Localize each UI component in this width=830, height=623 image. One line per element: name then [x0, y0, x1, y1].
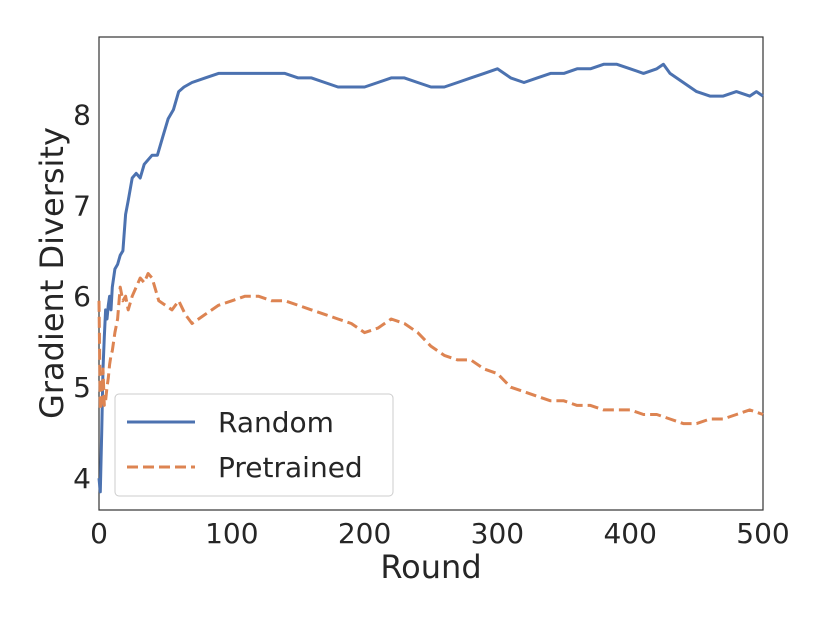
legend-label-pretrained: Pretrained [218, 451, 363, 484]
y-tick-label: 5 [73, 371, 91, 404]
series-line-random [97, 62, 764, 494]
legend-box [114, 393, 394, 497]
x-tick-label: 400 [603, 517, 656, 550]
x-tick-label: 0 [90, 517, 108, 550]
x-tick-label: 100 [205, 517, 258, 550]
series-line-pretrained [97, 272, 764, 426]
x-tick-label: 200 [338, 517, 391, 550]
y-tick-label: 6 [73, 280, 91, 313]
x-tick-label: 300 [471, 517, 524, 550]
legend: Random Pretrained [114, 393, 394, 497]
y-tick-label: 4 [73, 462, 91, 495]
x-tick-labels: 0 100 200 300 400 500 [90, 517, 790, 550]
series-layer [97, 62, 764, 494]
legend-label-random: Random [218, 406, 334, 439]
x-axis-label: Round [380, 548, 481, 586]
x-tick-label: 500 [736, 517, 789, 550]
y-tick-label: 8 [73, 98, 91, 131]
y-tick-labels: 4 5 6 7 8 [73, 98, 91, 495]
y-tick-label: 7 [73, 189, 91, 222]
y-axis-label: Gradient Diversity [33, 127, 71, 419]
